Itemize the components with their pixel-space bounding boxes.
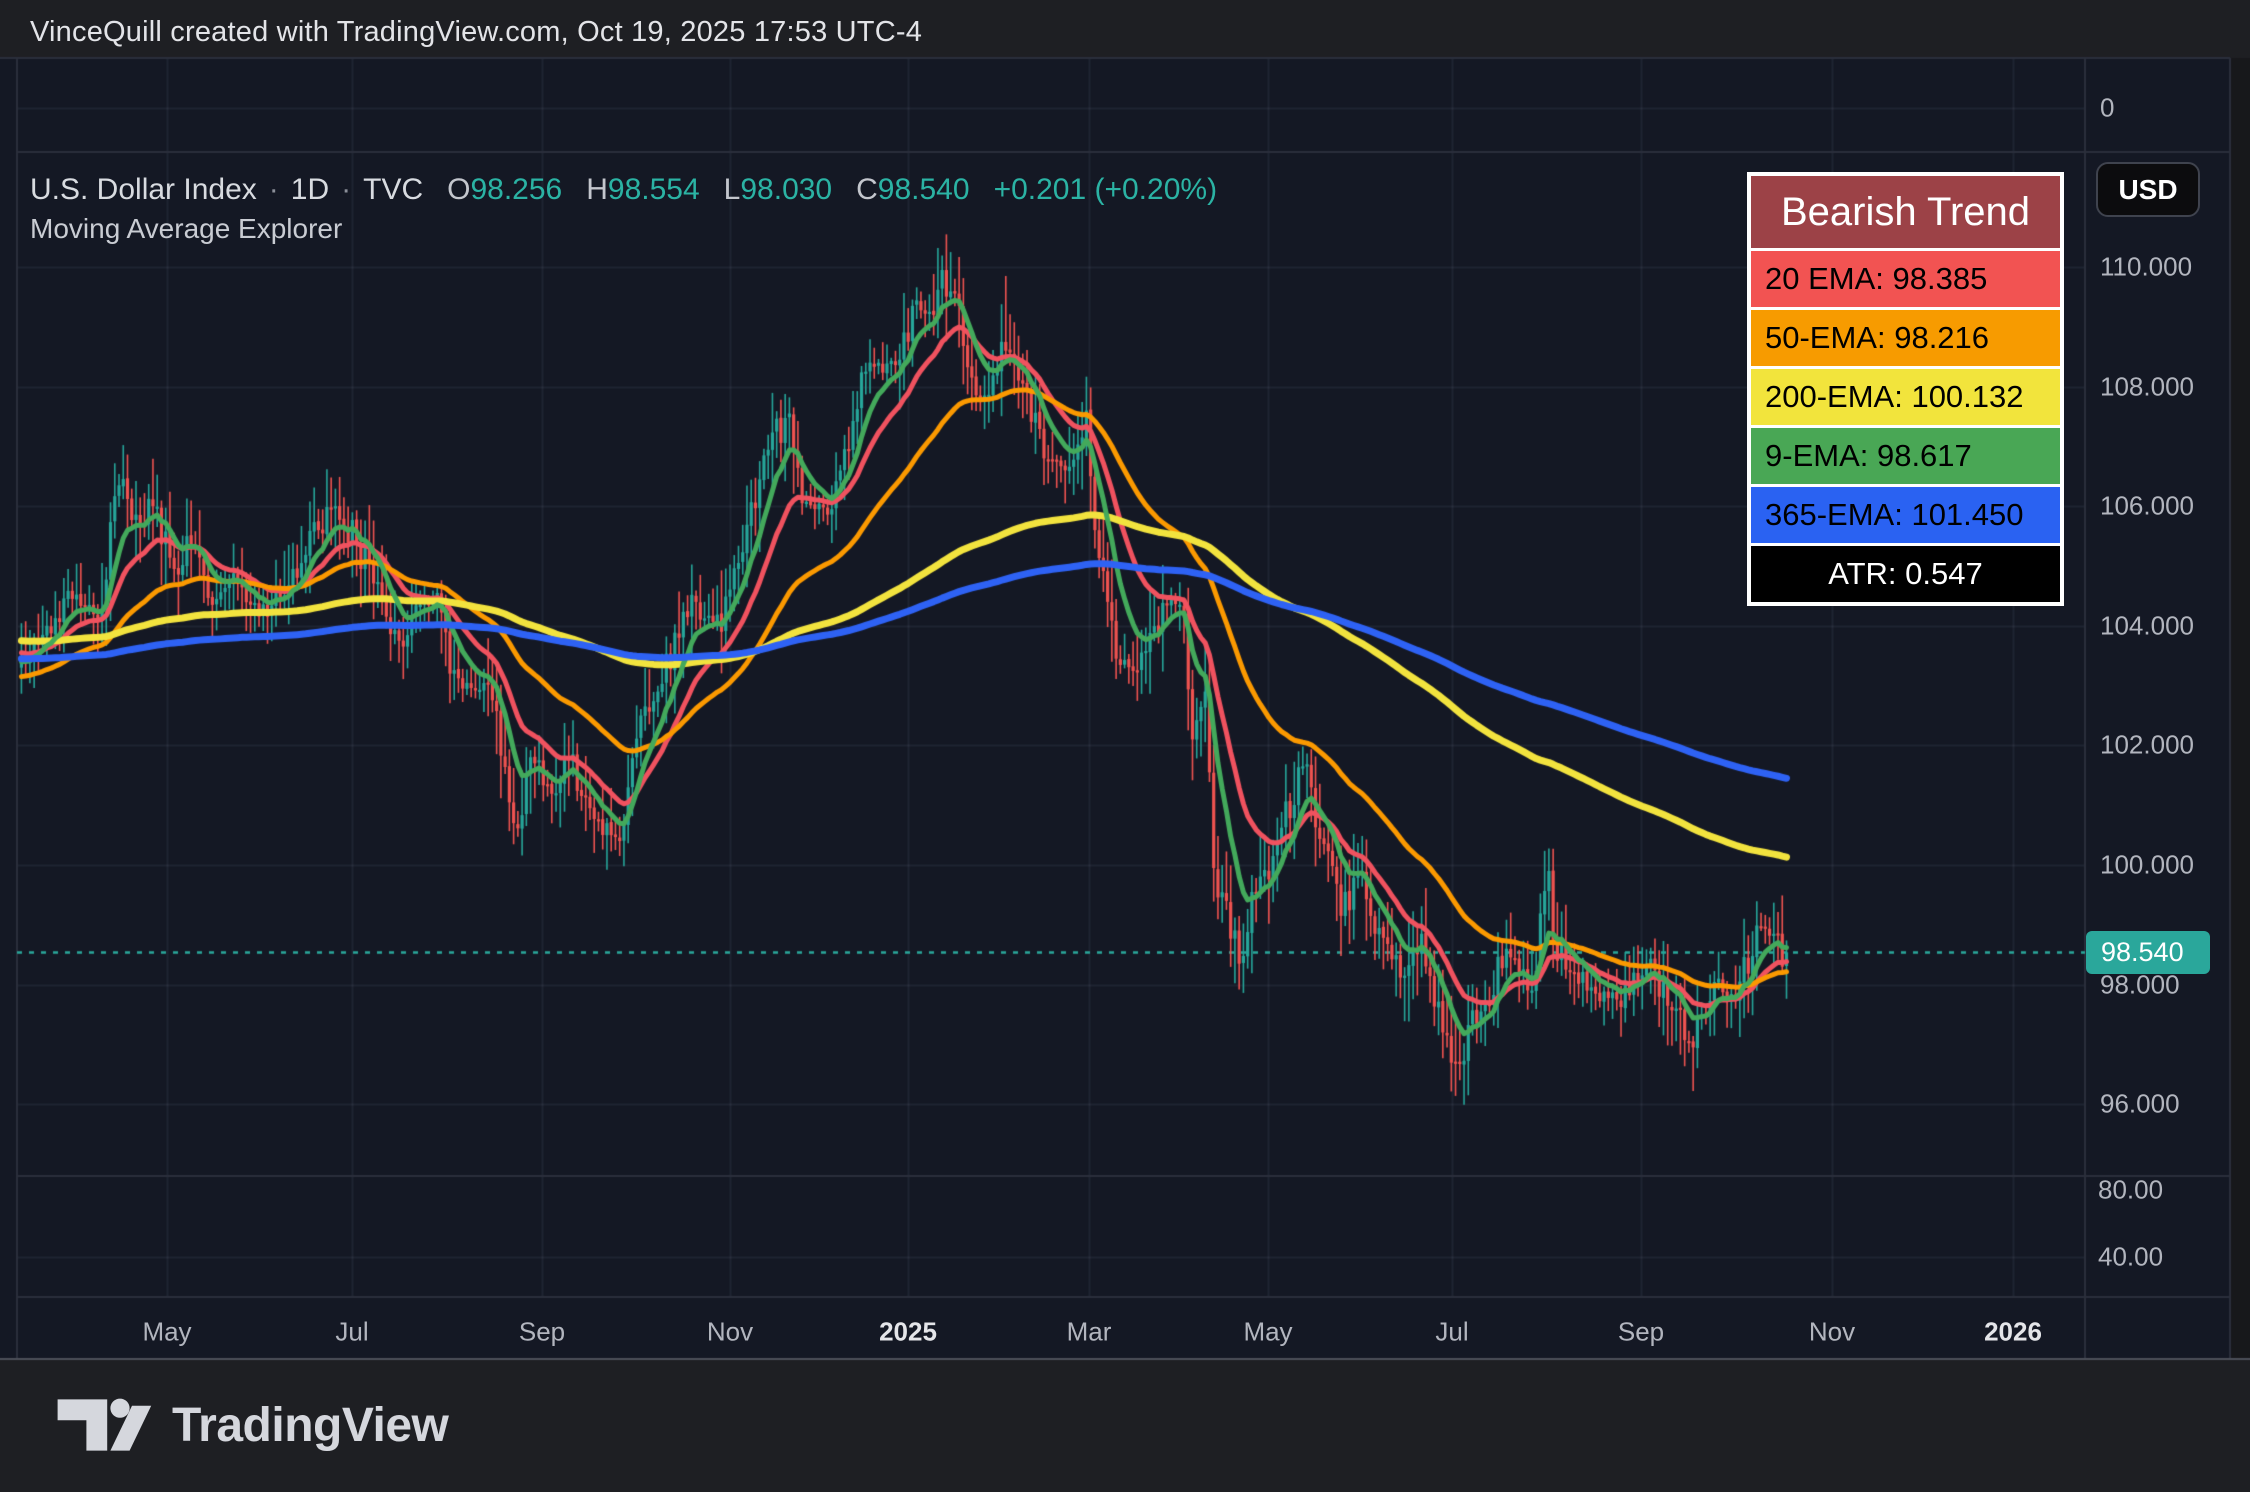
- currency-toggle-button[interactable]: USD: [2096, 162, 2200, 217]
- tradingview-logo-text: TradingView: [172, 1398, 449, 1452]
- tradingview-logo-icon: [57, 1398, 152, 1451]
- tradingview-logo[interactable]: TradingView: [56, 1392, 449, 1458]
